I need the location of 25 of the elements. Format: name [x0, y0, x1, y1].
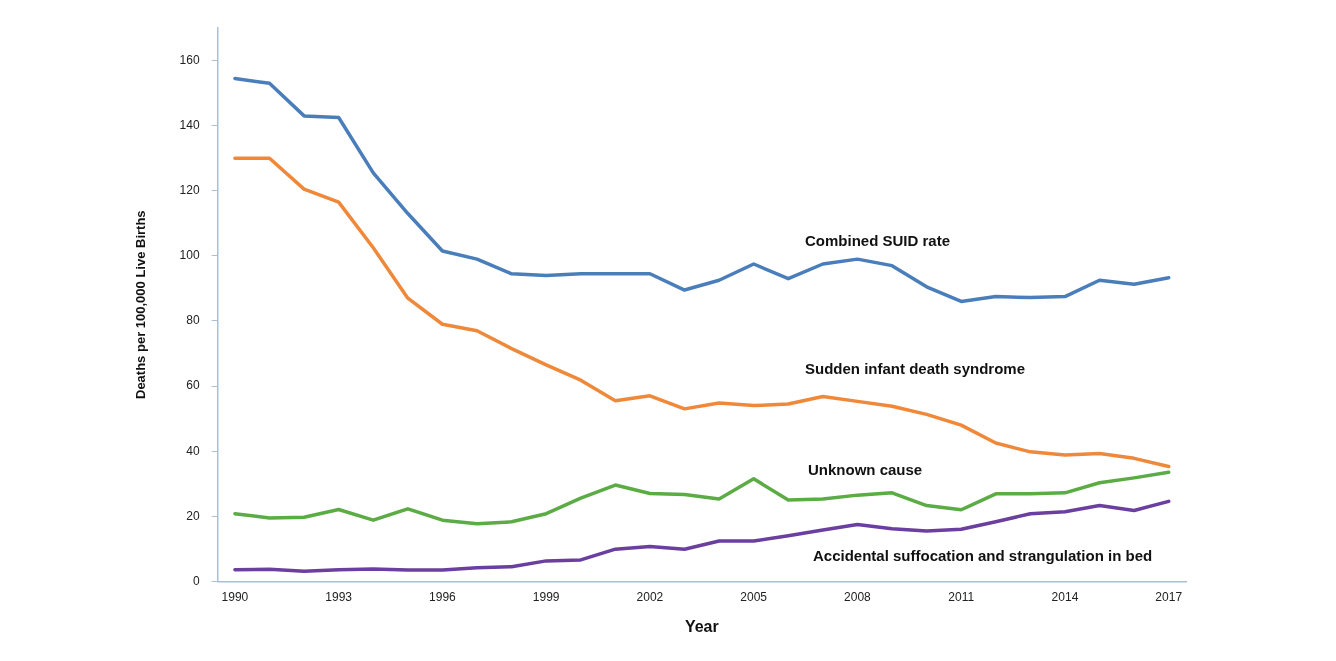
- y-tick-label: 40: [186, 443, 200, 458]
- x-tick-label: 1990: [221, 589, 249, 604]
- series-label: Unknown cause: [808, 461, 923, 479]
- series-label: Sudden infant death syndrome: [805, 360, 1026, 378]
- x-axis-title: Year: [684, 617, 719, 635]
- series-label: Accidental suffocation and strangulation in bed: [813, 547, 1153, 565]
- x-tick-label: 1999: [532, 589, 560, 604]
- y-tick-label: 0: [192, 573, 200, 588]
- x-tick-label: 2008: [844, 589, 872, 604]
- y-tick-label: 100: [179, 248, 200, 263]
- x-tick-label: 1996: [429, 589, 457, 604]
- y-tick-label: 20: [186, 508, 200, 523]
- y-tick-label: 120: [179, 183, 200, 198]
- y-tick-label: 80: [186, 313, 200, 328]
- series-label: Combined SUID rate: [805, 232, 951, 250]
- x-tick-label: 1993: [325, 589, 353, 604]
- x-tick-label: 2014: [1051, 589, 1079, 604]
- y-axis-title: Deaths per 100,000 Live Births: [133, 210, 149, 399]
- x-tick-label: 2011: [948, 589, 975, 604]
- x-tick-label: 2017: [1155, 589, 1183, 604]
- y-tick-label: 160: [179, 52, 200, 67]
- y-tick-label: 60: [186, 378, 200, 393]
- x-tick-label: 2005: [740, 589, 768, 604]
- x-tick-label: 2002: [636, 589, 664, 604]
- y-tick-label: 140: [179, 117, 200, 132]
